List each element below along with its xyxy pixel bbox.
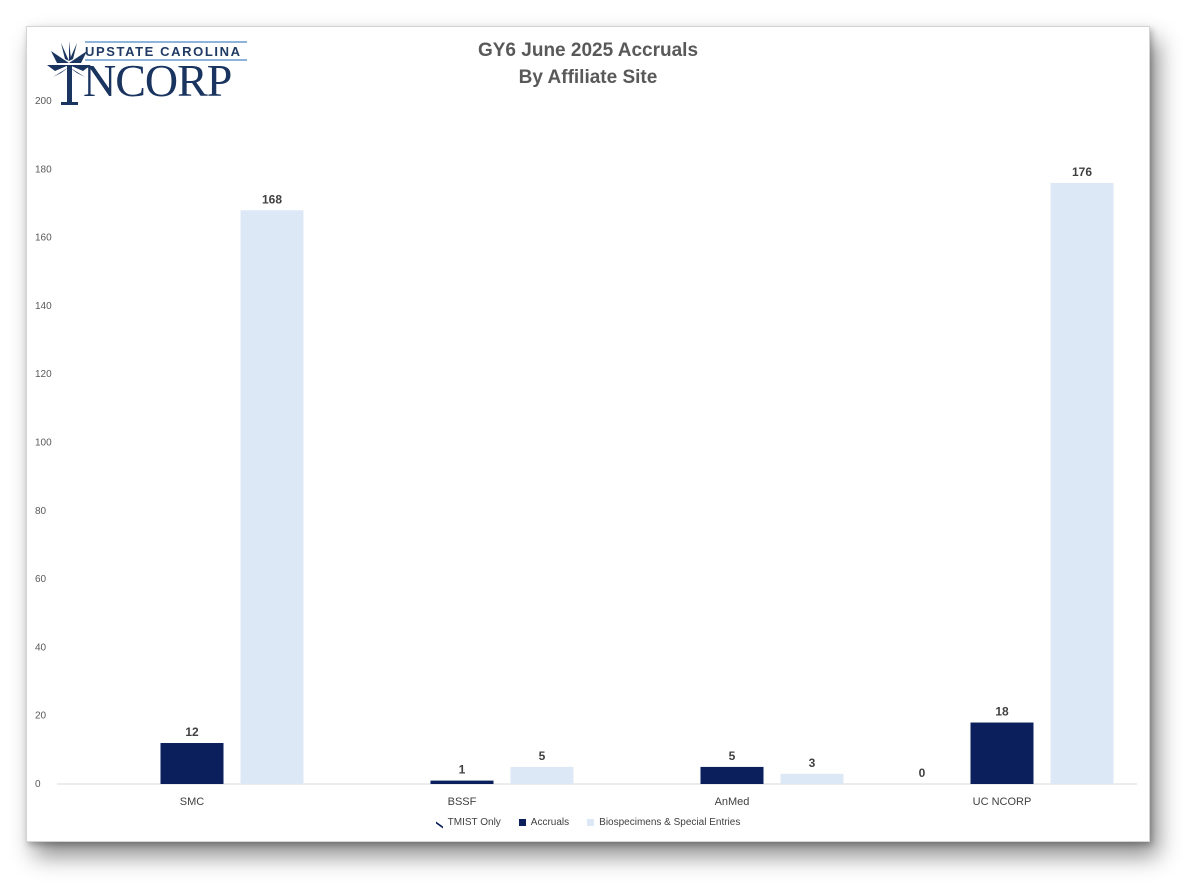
legend-label: TMIST Only	[447, 817, 501, 828]
upstate-carolina-ncorp-logo: UPSTATE CAROLINA NCORP	[47, 39, 257, 109]
chart-title-block: GY6 June 2025 Accruals By Affiliate Site	[27, 37, 1149, 91]
data-label-accruals: 12	[185, 725, 199, 739]
bar-biospecimens	[1050, 182, 1114, 784]
y-tick-label: 80	[35, 506, 47, 517]
logo-rule-bottom	[85, 59, 247, 61]
y-tick-label: 200	[35, 96, 52, 107]
palmetto-tree-icon	[47, 41, 91, 105]
chart-title: GY6 June 2025 Accruals	[477, 40, 699, 61]
category-label: AnMed	[715, 796, 750, 808]
chart-legend: TMIST Only Accruals Biospecimens & Special…	[27, 817, 1149, 828]
legend-swatch-accruals	[518, 819, 526, 826]
data-label-biospecimens: 168	[262, 192, 282, 206]
y-tick-label: 120	[35, 369, 52, 380]
y-tick-label: 0	[35, 779, 41, 790]
bar-accruals	[160, 743, 224, 784]
legend-item-accruals: Accruals	[518, 817, 570, 828]
chart-frame: UPSTATE CAROLINA NCORP GY6 June 2025 Acc…	[26, 26, 1150, 842]
y-tick-label: 60	[35, 574, 47, 585]
data-label-accruals: 18	[995, 705, 1009, 719]
y-tick-label: 180	[35, 164, 52, 175]
bar-accruals	[700, 766, 764, 784]
bar-biospecimens	[780, 773, 844, 784]
logo-tagline: UPSTATE CAROLINA	[85, 44, 242, 59]
bar-biospecimens	[510, 766, 574, 784]
y-tick-label: 140	[35, 301, 52, 312]
logo-rule-top	[85, 41, 247, 43]
legend-swatch-tmist	[435, 817, 443, 828]
y-tick-label: 100	[35, 438, 52, 449]
category-label: UC NCORP	[973, 796, 1032, 808]
logo-wordmark: NCORP	[83, 55, 232, 106]
data-label-tmist: 0	[919, 766, 926, 780]
data-label-biospecimens: 3	[809, 756, 816, 770]
legend-label: Accruals	[530, 817, 570, 828]
y-tick-label: 40	[35, 642, 47, 653]
bar-chart: 02040608010012014016018020012168SMC15BSS…	[35, 96, 1137, 808]
legend-item-biospecimens: Biospecimens & Special Entries	[587, 817, 740, 828]
data-label-biospecimens: 5	[539, 749, 546, 763]
legend-label: Biospecimens & Special Entries	[599, 817, 741, 828]
data-label-biospecimens: 176	[1072, 165, 1092, 179]
data-label-accruals: 5	[729, 749, 736, 763]
chart-subtitle: By Affiliate Site	[518, 67, 658, 88]
bar-accruals	[970, 722, 1034, 784]
category-label: SMC	[180, 796, 205, 808]
bar-accruals	[430, 780, 494, 784]
y-tick-label: 20	[35, 711, 47, 722]
data-label-accruals: 1	[459, 763, 466, 777]
bar-biospecimens	[240, 210, 304, 784]
y-tick-label: 160	[35, 233, 52, 244]
legend-item-tmist: TMIST Only	[435, 817, 501, 828]
category-label: BSSF	[448, 796, 477, 808]
legend-swatch-biospecimens	[587, 819, 595, 826]
